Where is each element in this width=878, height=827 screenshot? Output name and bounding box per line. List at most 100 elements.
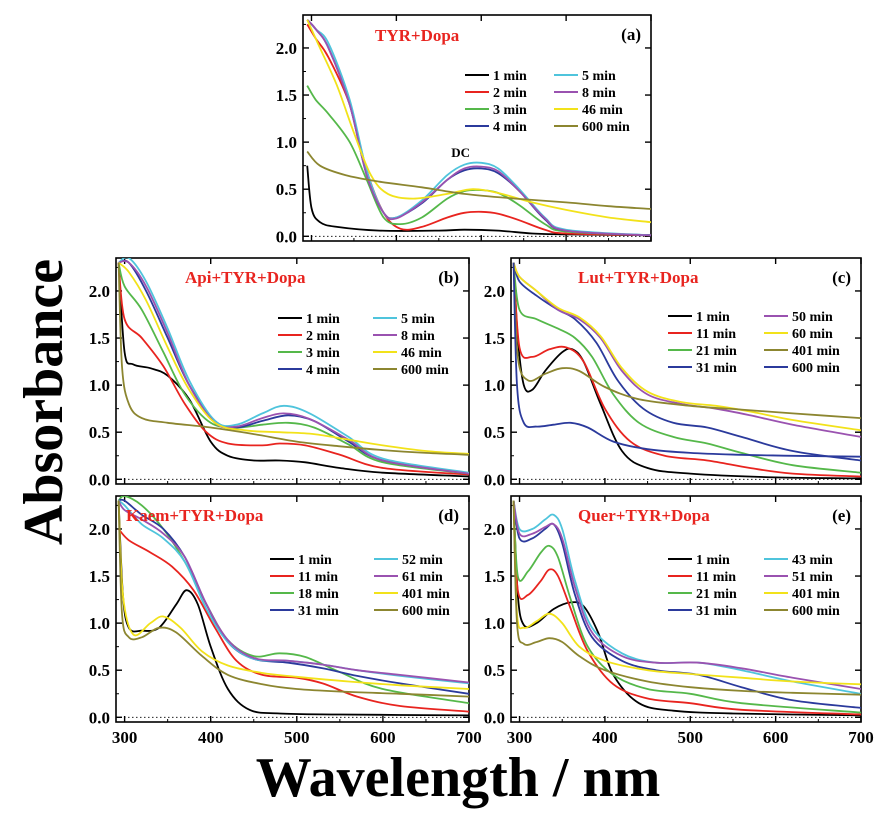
legend-label: 50 min <box>792 310 833 325</box>
series-line-11-min <box>512 262 861 478</box>
series-line-2-min <box>117 262 469 476</box>
legend-label: 5 min <box>401 312 435 327</box>
panel-tag: (b) <box>438 268 459 287</box>
legend-label: 1 min <box>696 553 730 568</box>
series-line-1-min <box>306 165 651 237</box>
panel-tag: (a) <box>621 25 641 44</box>
x-tick-label: 400 <box>198 728 224 747</box>
legend-label: 43 min <box>792 553 833 568</box>
legend-label: 401 min <box>402 587 450 602</box>
y-tick-label: 0.0 <box>276 227 297 246</box>
x-tick-label: 300 <box>507 728 533 747</box>
series-line-5-min <box>118 258 469 474</box>
series-line-600-min <box>306 150 651 210</box>
series-line-2-min <box>306 23 651 237</box>
x-tick-label: 500 <box>284 728 310 747</box>
legend-label: 11 min <box>696 327 736 342</box>
panel-b: 0.0 0.5 1.0 1.5 2.0 Api+TYR+Dopa (b) 1 min 2 min… <box>89 257 470 489</box>
panel-title: Lut+TYR+Dopa <box>578 268 699 287</box>
y-tick-label: 1.0 <box>484 376 505 395</box>
x-tick-label: 600 <box>763 728 789 747</box>
legend-label: 31 min <box>696 361 737 376</box>
y-tick-label: 0.5 <box>89 661 110 680</box>
series-line-21-min <box>512 500 861 714</box>
x-tick-label: 300 <box>112 728 138 747</box>
series-line-600-min <box>117 262 469 456</box>
legend-label: 600 min <box>582 120 630 135</box>
series-group <box>512 500 861 717</box>
x-tick-label: 500 <box>678 728 704 747</box>
panels: 0.0 0.5 1.0 1.5 2.0 TYR+Dopa (a) DC 1 min 2 min 3 … <box>89 14 874 747</box>
series-line-60-min <box>512 262 861 432</box>
legend-label: 11 min <box>298 570 338 585</box>
y-tick-label: 0.0 <box>484 470 505 489</box>
legend-label: 1 min <box>298 553 332 568</box>
series-line-43-min <box>512 500 861 695</box>
legend-label: 2 min <box>306 329 340 344</box>
series-line-8-min <box>118 260 469 475</box>
series-line-600-min <box>512 262 861 458</box>
series-line-401-min <box>512 500 861 686</box>
legend-label: 600 min <box>792 361 840 376</box>
plot-frame <box>510 257 862 485</box>
legend-label: 1 min <box>696 310 730 325</box>
y-tick-label: 1.0 <box>89 376 110 395</box>
x-axis-label: Wavelength / nm <box>256 747 660 809</box>
y-tick-label: 1.5 <box>276 86 297 105</box>
series-line-11-min <box>512 500 861 716</box>
series-line-21-min <box>512 262 861 474</box>
series-line-51-min <box>512 500 861 690</box>
legend-label: 1 min <box>493 69 527 84</box>
x-tick-label: 400 <box>592 728 618 747</box>
legend-label: 4 min <box>306 363 340 378</box>
legend-label: 18 min <box>298 587 339 602</box>
panel-title: Quer+TYR+Dopa <box>578 506 710 525</box>
y-tick-label: 1.0 <box>276 133 297 152</box>
series-line-600-min <box>117 500 469 698</box>
legend-label: 600 min <box>402 604 450 619</box>
y-tick-label: 2.0 <box>276 39 297 58</box>
y-tick-label: 2.0 <box>89 282 110 301</box>
y-tick-label: 1.5 <box>484 567 505 586</box>
series-line-46-min <box>306 19 651 224</box>
series-line-31-min <box>512 262 861 462</box>
panel-tag: (d) <box>438 506 459 525</box>
series-line-61-min <box>117 500 469 684</box>
panel-title: TYR+Dopa <box>375 26 460 45</box>
legend-label: 31 min <box>298 604 339 619</box>
series-line-11-min <box>117 528 469 713</box>
panel-title: Kaem+TYR+Dopa <box>126 506 264 525</box>
legend-label: 600 min <box>792 604 840 619</box>
series-group <box>117 258 469 478</box>
panel-d: 0.0 0.5 1.0 1.5 2.0 300 400 500 600 700 Kaem+TYR+D… <box>89 495 482 747</box>
legend-label: 11 min <box>696 570 736 585</box>
y-tick-label: 0.5 <box>484 661 505 680</box>
series-line-46-min <box>117 262 469 455</box>
legend-label: 2 min <box>493 86 527 101</box>
plot-frame <box>302 14 652 242</box>
legend-label: 8 min <box>582 86 616 101</box>
legend-label: 600 min <box>401 363 449 378</box>
series-line-401-min <box>512 262 861 419</box>
legend-label: 52 min <box>402 553 443 568</box>
legend-label: 401 min <box>792 587 840 602</box>
legend-label: 3 min <box>493 103 527 118</box>
y-tick-label: 2.0 <box>89 520 110 539</box>
panel-tag: (c) <box>832 268 851 287</box>
legend-label: 1 min <box>306 312 340 327</box>
panel-a: 0.0 0.5 1.0 1.5 2.0 TYR+Dopa (a) DC 1 min 2 min 3 … <box>276 14 652 246</box>
series-line-3-min <box>306 85 651 237</box>
legend-label: 46 min <box>582 103 623 118</box>
y-tick-label: 1.0 <box>484 614 505 633</box>
legend-label: 21 min <box>696 587 737 602</box>
legend-label: 46 min <box>401 346 442 361</box>
panel-tag: (e) <box>832 506 851 525</box>
y-tick-label: 0.0 <box>484 708 505 727</box>
series-group <box>306 19 651 237</box>
panel-title: Api+TYR+Dopa <box>185 268 306 287</box>
panel-e: 0.0 0.5 1.0 1.5 2.0 300 400 500 600 700 Quer+TYR+D… <box>484 495 874 747</box>
series-group <box>117 496 469 717</box>
peak-annotation: DC <box>451 145 470 160</box>
y-tick-label: 0.0 <box>89 708 110 727</box>
